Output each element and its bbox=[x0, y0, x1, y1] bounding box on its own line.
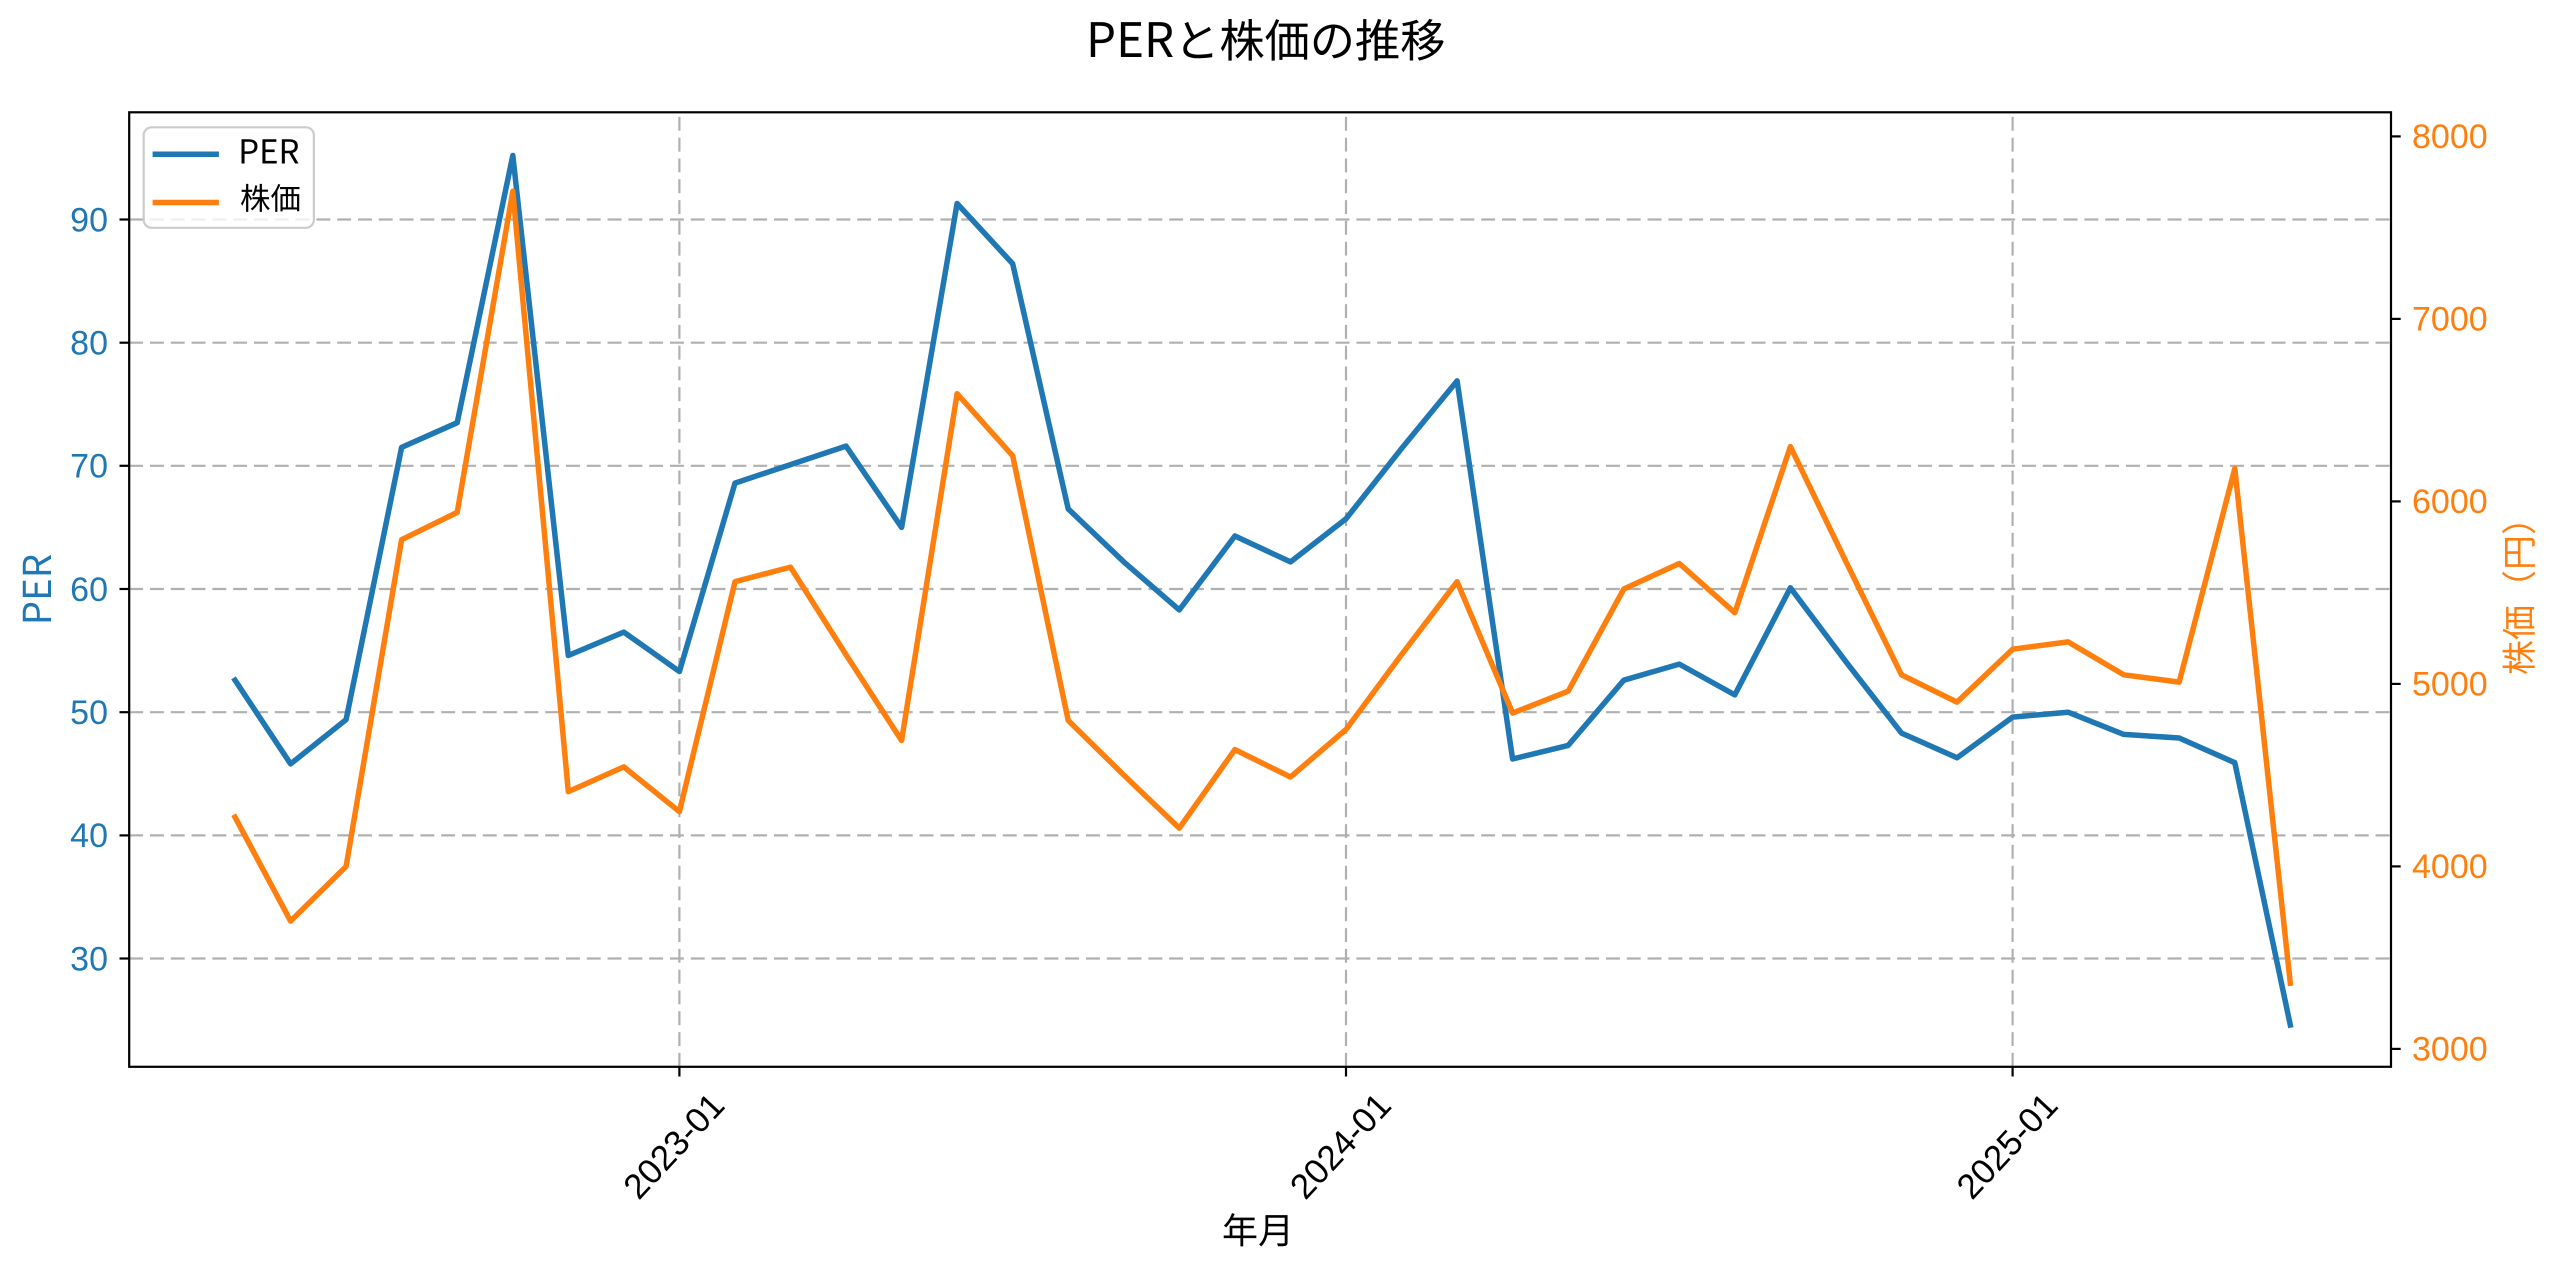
svg-text:5000: 5000 bbox=[2412, 666, 2488, 704]
svg-text:60: 60 bbox=[70, 571, 108, 609]
svg-text:3000: 3000 bbox=[2412, 1031, 2488, 1069]
svg-text:4000: 4000 bbox=[2412, 848, 2488, 886]
svg-text:50: 50 bbox=[70, 694, 108, 732]
svg-text:40: 40 bbox=[70, 817, 108, 855]
svg-text:8000: 8000 bbox=[2412, 118, 2488, 156]
svg-text:80: 80 bbox=[70, 325, 108, 363]
svg-text:6000: 6000 bbox=[2412, 483, 2488, 521]
svg-text:90: 90 bbox=[70, 201, 108, 239]
svg-text:7000: 7000 bbox=[2412, 301, 2488, 339]
svg-text:30: 30 bbox=[70, 940, 108, 978]
svg-text:70: 70 bbox=[70, 448, 108, 486]
